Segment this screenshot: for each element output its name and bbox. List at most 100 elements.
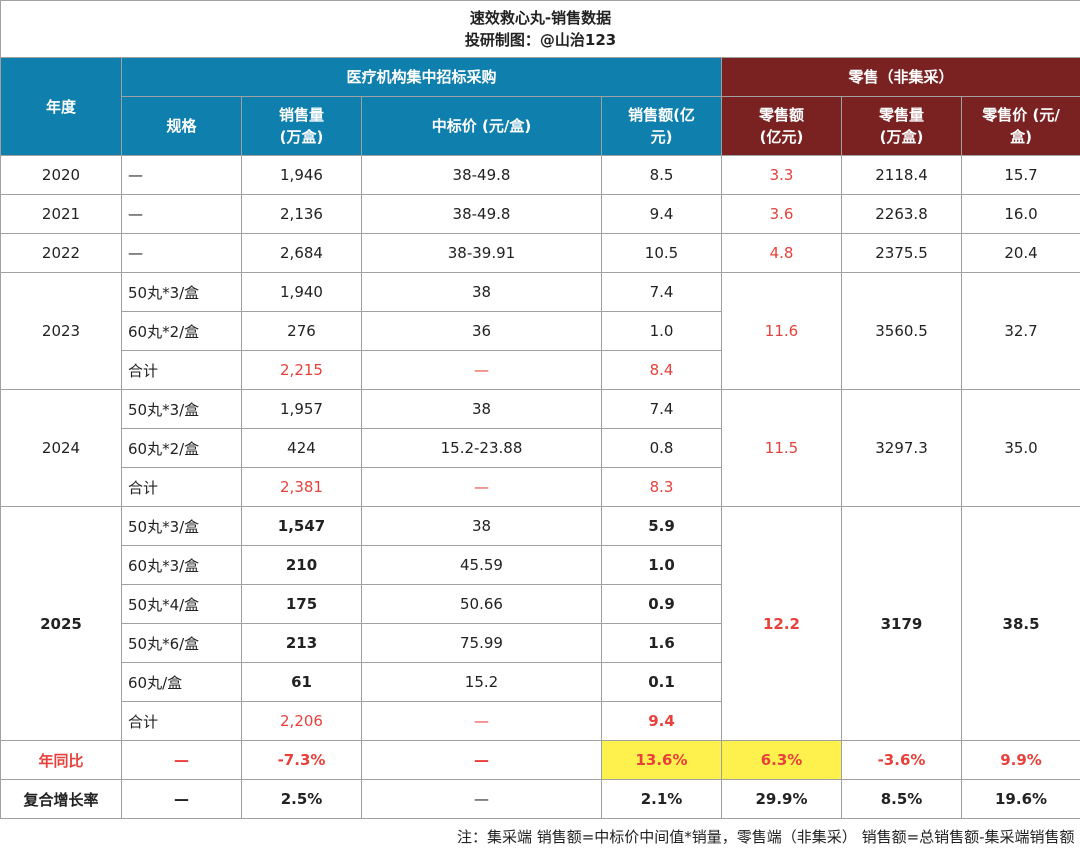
year-cell: 2025 (0, 506, 122, 741)
data-cell: — (361, 701, 602, 741)
data-cell: — (121, 155, 242, 195)
table-row: 60丸*3/盒 210 45.59 1.0 (1, 545, 1080, 585)
table-row: 60丸*2/盒 424 15.2-23.88 0.8 (1, 428, 1080, 468)
yoy-cell: -3.6% (841, 740, 962, 780)
data-cell: 2,136 (241, 194, 362, 234)
data-cell: 424 (241, 428, 362, 468)
header-cell: 零售（非集采） (720, 57, 1080, 97)
data-cell: 50丸*3/盒 (121, 389, 242, 429)
data-cell: 2,206 (241, 701, 362, 741)
data-cell: 7.4 (601, 389, 722, 429)
data-cell: 60丸*3/盒 (121, 545, 242, 585)
data-cell: 0.9 (601, 584, 722, 624)
data-cell: 50丸*3/盒 (121, 506, 242, 546)
data-cell: 60丸*2/盒 (121, 428, 242, 468)
yoy-cell: 13.6% (601, 740, 722, 780)
header-cell: 销售额(亿 元) (601, 96, 722, 156)
data-cell: 213 (241, 623, 362, 663)
data-cell: 8.5 (601, 155, 722, 195)
data-cell: 38 (361, 389, 602, 429)
header-cell: 医疗机构集中招标采购 (121, 57, 722, 97)
data-cell: 38-49.8 (361, 155, 602, 195)
retail-cell: 32.7 (960, 272, 1080, 390)
cagr-row: 复合增长率 —2.5% —2.1% 29.9% 8.5% 19.6% (0, 779, 1080, 819)
table-row: 60丸*2/盒 276 36 1.0 (1, 311, 1080, 351)
retail-cell: 15.7 (960, 155, 1080, 195)
data-cell: 1.6 (601, 623, 722, 663)
retail-cell: 2118.4 (841, 155, 962, 195)
table-row: 2022—2,684 38-39.91 10.5 4.8 2375.5 20.4 (0, 233, 1080, 273)
retail-cell: 35.0 (960, 389, 1080, 507)
data-cell: 38 (361, 272, 602, 312)
year-cell: 2023 (0, 272, 122, 390)
note-row: 注：集采端 销售额=中标价中间值*销量，零售端（非集采） 销售额=总销售额-集采… (1, 819, 1080, 854)
data-cell: 1,946 (241, 155, 362, 195)
data-cell: 75.99 (361, 623, 602, 663)
data-cell: 276 (241, 311, 362, 351)
header-cell: 零售量 (万盒) (841, 96, 962, 156)
cagr-cell: 2.1% (601, 779, 722, 819)
retail-cell: 4.8 (721, 233, 842, 273)
retail-cell: 3.6 (721, 194, 842, 234)
data-cell: — (361, 467, 602, 507)
data-cell: — (361, 350, 602, 390)
data-cell: 7.4 (601, 272, 722, 312)
data-cell: — (121, 194, 242, 234)
data-cell: 1.0 (601, 545, 722, 585)
header-cell: 规格 (121, 96, 242, 156)
data-cell: 60丸/盒 (121, 662, 242, 702)
data-cell: 38-39.91 (361, 233, 602, 273)
cagr-cell: 8.5% (841, 779, 962, 819)
yoy-cell: 9.9% (960, 740, 1080, 780)
yoy-cell: -7.3% (241, 740, 362, 780)
title: 速效救心丸-销售数据 (469, 9, 612, 27)
data-cell: 175 (241, 584, 362, 624)
data-cell: — (121, 233, 242, 273)
retail-cell: 11.6 (721, 272, 842, 390)
data-cell: 1,940 (241, 272, 362, 312)
data-cell: 9.4 (601, 701, 722, 741)
year-cell: 2020 (0, 155, 122, 195)
table-row: 50丸*4/盒 175 50.66 0.9 (1, 584, 1080, 624)
table-row: 2020—1,946 38-49.8 8.5 3.3 2118.4 15.7 (0, 155, 1080, 195)
data-cell: 15.2-23.88 (361, 428, 602, 468)
retail-cell: 2375.5 (841, 233, 962, 273)
retail-cell: 3560.5 (841, 272, 962, 390)
data-cell: 8.3 (601, 467, 722, 507)
cagr-cell: 2.5% (241, 779, 362, 819)
data-cell: 15.2 (361, 662, 602, 702)
data-cell: 合计 (121, 350, 242, 390)
cagr-cell: — (121, 779, 242, 819)
cagr-cell: — (361, 779, 602, 819)
retail-cell: 11.5 (721, 389, 842, 507)
data-cell: 36 (361, 311, 602, 351)
data-cell: 50丸*4/盒 (121, 584, 242, 624)
table-row: 60丸/盒 61 15.2 0.1 (1, 662, 1080, 702)
data-cell: 9.4 (601, 194, 722, 234)
data-cell: 38-49.8 (361, 194, 602, 234)
data-cell: 45.59 (361, 545, 602, 585)
cagr-cell: 19.6% (960, 779, 1080, 819)
cagr-cell: 复合增长率 (0, 779, 122, 819)
header-cell: 销售量 (万盒) (241, 96, 362, 156)
header-cell: 零售额 (亿元) (721, 96, 842, 156)
data-cell: 210 (241, 545, 362, 585)
data-cell: 0.1 (601, 662, 722, 702)
table-row: 50丸*6/盒 213 75.99 1.6 (1, 623, 1080, 663)
yoy-row: 年同比 — -7.3% —13.6% 6.3% -3.6% 9.9% (0, 740, 1080, 780)
title-cell: 速效救心丸-销售数据 投研制图：@山治123 (0, 0, 1080, 58)
data-cell: 0.8 (601, 428, 722, 468)
note: 注：集采端 销售额=中标价中间值*销量，零售端（非集采） 销售额=总销售额-集采… (456, 828, 1075, 846)
data-cell: 1,547 (241, 506, 362, 546)
data-cell: 50丸*3/盒 (121, 272, 242, 312)
data-cell: 50.66 (361, 584, 602, 624)
table-row: 合计 2,381—8.3 (1, 467, 1080, 507)
yoy-cell: 年同比 (0, 740, 122, 780)
cagr-cell: 29.9% (721, 779, 842, 819)
data-cell: 38 (361, 506, 602, 546)
year-cell: 2022 (0, 233, 122, 273)
retail-cell: 38.5 (960, 506, 1080, 741)
data-cell: 2,381 (241, 467, 362, 507)
subtitle: 投研制图：@山治123 (464, 31, 617, 49)
